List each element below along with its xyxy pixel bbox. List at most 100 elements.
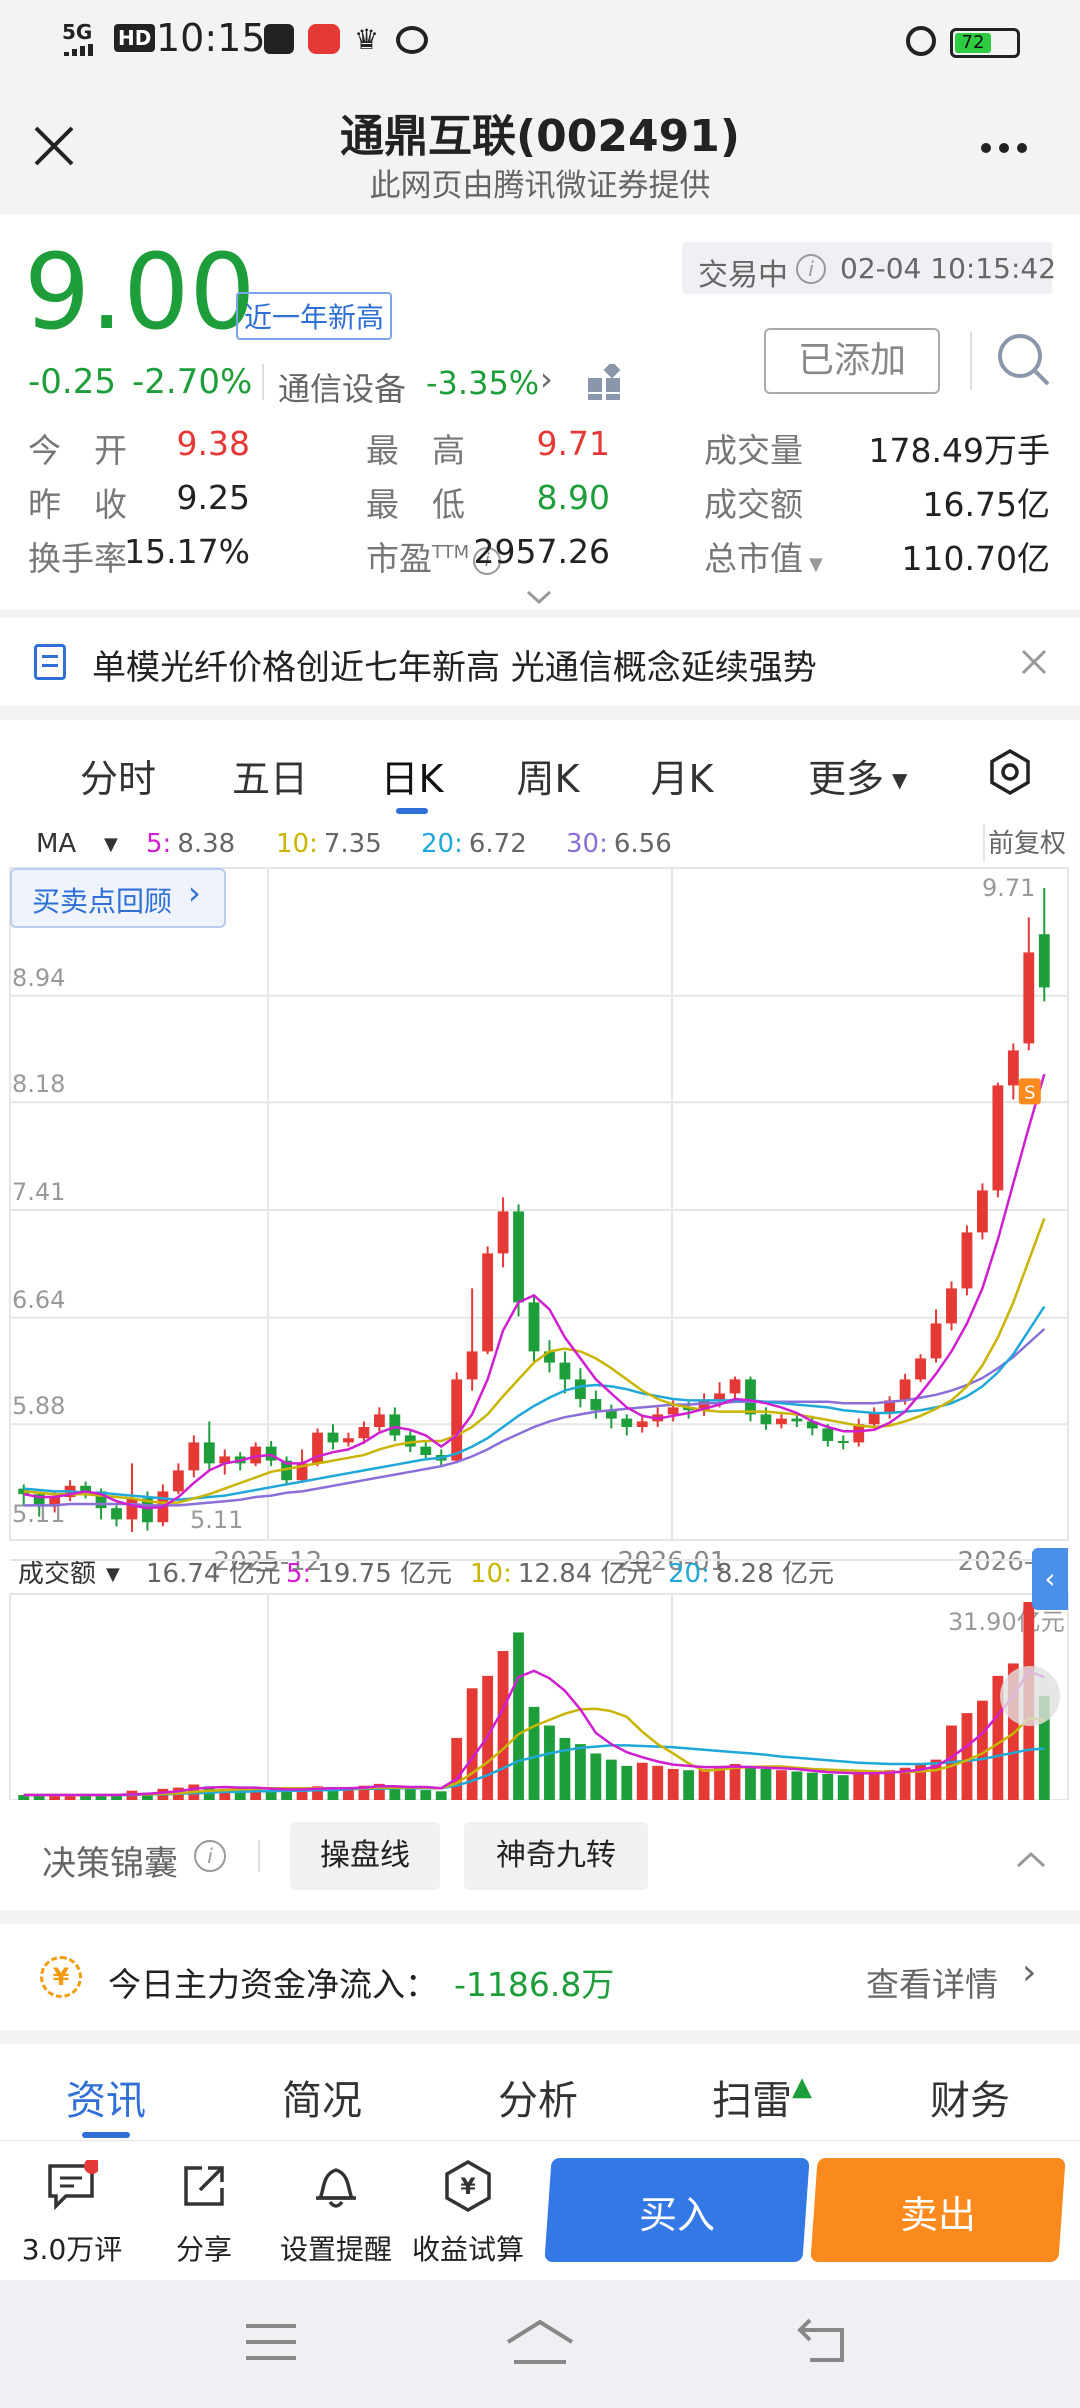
info-tab[interactable]: 资讯 bbox=[66, 2078, 146, 2124]
grid-icon[interactable] bbox=[586, 361, 622, 400]
info-tab[interactable]: 简况 bbox=[282, 2078, 362, 2124]
period-tab[interactable]: 分时 bbox=[79, 757, 156, 801]
candle bbox=[1023, 917, 1035, 1051]
signal-icon bbox=[64, 44, 104, 56]
chevron-down-icon[interactable]: ▼ bbox=[106, 1564, 120, 1585]
sell-button-label[interactable]: 卖出 bbox=[899, 2193, 976, 2237]
page-title: 通鼎互联(002491) bbox=[340, 111, 740, 162]
candle bbox=[389, 1407, 401, 1441]
vol-ma20-line bbox=[23, 1744, 1045, 1797]
chevron-down-icon[interactable]: ▼ bbox=[104, 834, 118, 855]
volume-bar bbox=[652, 1765, 664, 1800]
yuan-icon[interactable]: ¥ bbox=[442, 2159, 494, 2213]
ma-legend-label: 30: bbox=[566, 829, 608, 859]
volume-legend-label: 10: bbox=[470, 1559, 512, 1589]
more-menu-icon[interactable] bbox=[976, 136, 1036, 160]
volume-bar bbox=[95, 1795, 107, 1800]
candle bbox=[497, 1197, 509, 1268]
candle bbox=[791, 1414, 803, 1427]
candle bbox=[327, 1424, 339, 1450]
stat-value: 9.38 bbox=[176, 424, 250, 463]
candle bbox=[281, 1456, 293, 1485]
chart-collapse-tab[interactable]: ‹ bbox=[1032, 1548, 1068, 1610]
info-icon[interactable]: i bbox=[473, 546, 502, 575]
expand-chevron-icon[interactable] bbox=[524, 588, 554, 606]
volume-legend-name[interactable]: 成交额 bbox=[18, 1559, 96, 1589]
chevron-right-icon[interactable]: › bbox=[1022, 1952, 1037, 1993]
candle bbox=[884, 1396, 896, 1419]
action-label[interactable]: 收益试算 bbox=[411, 2233, 524, 2266]
chevron-down-icon[interactable]: ▼ bbox=[892, 768, 908, 792]
settings-gear-icon[interactable] bbox=[986, 748, 1034, 796]
menu-icon[interactable] bbox=[244, 2322, 298, 2362]
period-tab[interactable]: 周K bbox=[516, 757, 580, 801]
review-button-label[interactable]: 买卖点回顾 bbox=[32, 885, 173, 918]
period-tab[interactable]: 更多 bbox=[807, 757, 884, 801]
volume-bar bbox=[791, 1771, 803, 1800]
news-headline[interactable]: 单模光纤价格创近七年新高 光通信概念延续强势 bbox=[92, 648, 817, 688]
info-icon[interactable]: i bbox=[796, 254, 826, 284]
candle bbox=[915, 1354, 926, 1383]
volume-bar bbox=[80, 1795, 91, 1800]
ma-legend-name[interactable]: MA bbox=[36, 829, 76, 859]
volume-bar bbox=[18, 1795, 30, 1800]
capital-detail-link[interactable]: 查看详情 bbox=[866, 1965, 998, 2004]
period-tab[interactable]: 日K bbox=[380, 757, 444, 801]
volume-legend-item: 10: 12.84 亿元 bbox=[470, 1559, 653, 1589]
money-flow-icon: ¥ bbox=[40, 1956, 82, 1998]
info-tab[interactable]: 财务 bbox=[930, 2078, 1010, 2124]
volume-bar bbox=[64, 1795, 76, 1800]
volume-bar bbox=[853, 1773, 865, 1800]
candle bbox=[853, 1418, 865, 1447]
sector-name[interactable]: 通信设备 bbox=[278, 370, 407, 408]
news-banner[interactable] bbox=[0, 618, 1080, 706]
info-tab[interactable]: 扫雷 bbox=[712, 2078, 792, 2124]
home-icon[interactable] bbox=[504, 2318, 576, 2366]
close-icon[interactable] bbox=[28, 120, 80, 172]
volume-bar bbox=[822, 1773, 834, 1800]
volume-bar bbox=[420, 1790, 432, 1800]
volume-bar bbox=[574, 1744, 586, 1800]
share-icon[interactable] bbox=[178, 2160, 230, 2212]
close-icon[interactable] bbox=[1020, 648, 1048, 676]
period-tab[interactable]: 五日 bbox=[231, 757, 308, 801]
buy-button-label[interactable]: 买入 bbox=[638, 2193, 715, 2237]
action-label[interactable]: 分享 bbox=[175, 2233, 232, 2266]
volume-bar bbox=[992, 1675, 1004, 1800]
period-tab[interactable]: 月K bbox=[650, 757, 714, 801]
sector-change[interactable]: -3.35% bbox=[426, 364, 540, 402]
action-label[interactable]: 3.0万评 bbox=[21, 2233, 123, 2266]
fullscreen-icon[interactable] bbox=[1000, 1666, 1060, 1726]
candle bbox=[80, 1481, 91, 1499]
strategy-button-nine-turn[interactable]: 神奇九转 bbox=[464, 1822, 648, 1890]
collapse-chevron-icon[interactable] bbox=[1014, 1850, 1048, 1870]
search-icon[interactable] bbox=[994, 330, 1054, 390]
watchlist-added-button[interactable]: 已添加 bbox=[764, 328, 940, 394]
volume-bar bbox=[775, 1770, 787, 1800]
candle bbox=[33, 1491, 45, 1517]
adjust-mode-label[interactable]: 前复权 bbox=[988, 829, 1066, 859]
active-tab-indicator bbox=[396, 808, 428, 814]
leaf-icon bbox=[396, 26, 428, 54]
chart-grid bbox=[9, 867, 1069, 1541]
chevron-right-icon: › bbox=[188, 874, 201, 912]
trade-status-time: 02-04 10:15:42 bbox=[840, 252, 1057, 285]
ma-legend-label: 5: bbox=[146, 829, 171, 859]
back-icon[interactable] bbox=[796, 2316, 850, 2366]
chevron-right-icon[interactable]: › bbox=[540, 360, 553, 398]
capital-flow-row[interactable] bbox=[0, 1924, 1080, 2030]
dropdown-caret-icon[interactable]: ▼ bbox=[809, 554, 823, 575]
info-icon[interactable]: i bbox=[194, 1840, 226, 1872]
action-label[interactable]: 设置提醒 bbox=[279, 2233, 392, 2266]
candle bbox=[544, 1340, 555, 1373]
volume-bar bbox=[435, 1791, 447, 1800]
ma-legend-item: 5: 8.38 bbox=[146, 829, 235, 859]
volume-bar bbox=[667, 1768, 679, 1800]
info-tab[interactable]: 分析 bbox=[498, 2078, 578, 2124]
bell-icon[interactable] bbox=[310, 2160, 362, 2212]
comment-icon[interactable] bbox=[46, 2158, 100, 2212]
volume-bar bbox=[590, 1753, 602, 1800]
review-button[interactable] bbox=[10, 868, 226, 928]
strategy-button-operate-line[interactable]: 操盘线 bbox=[290, 1822, 440, 1890]
